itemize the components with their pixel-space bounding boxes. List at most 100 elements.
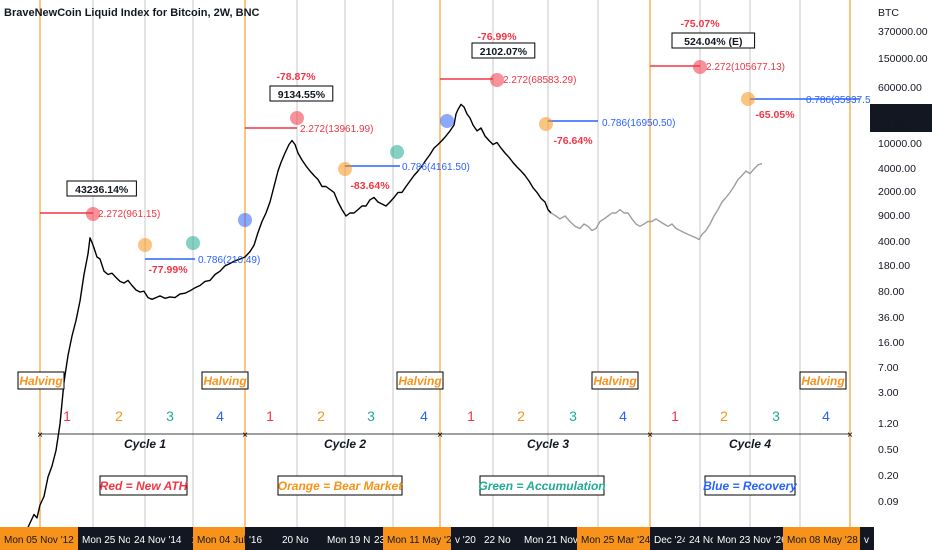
halving-badge <box>17 371 65 390</box>
legend-box <box>277 475 403 496</box>
y-tick-label: 900.00 <box>878 210 910 222</box>
phase-number: 2 <box>517 408 525 424</box>
phase-dot <box>490 73 504 87</box>
x-axis-label: 24 No <box>689 535 716 546</box>
y-tick-label: 60000.00 <box>878 82 922 94</box>
x-axis-label: Mon 25 Nov '13 <box>82 535 152 546</box>
fib-retrace-label: 0.786(210.49) <box>198 255 260 266</box>
y-axis: BTC 370000.00 150000.00 60000.00 10000.00 400… <box>870 0 932 527</box>
x-axis-label: Mon 25 Mar '24 <box>581 535 651 546</box>
x-axis-cell <box>323 527 370 550</box>
y-tick-label: 80.00 <box>878 286 904 298</box>
y-axis-unit: BTC <box>878 7 899 19</box>
phase-number: 1 <box>266 408 274 424</box>
cycle-label: Cycle 2 <box>324 437 366 451</box>
phase-number: 3 <box>569 408 577 424</box>
price-series <box>1 103 763 550</box>
x-axis-label: Mon 19 Nov <box>327 535 381 546</box>
phase-number: 1 <box>467 408 475 424</box>
x-axis-cell <box>860 527 874 550</box>
phase-dot <box>693 60 707 74</box>
price-line <box>1 103 552 550</box>
y-tick-label: 0.50 <box>878 444 899 456</box>
y-tick-label: 4000.00 <box>878 163 916 175</box>
phase-dot <box>390 145 404 159</box>
fib-extension-label: 2.272(961.15) <box>98 209 160 220</box>
phase-dot <box>290 111 304 125</box>
fib-retrace-label: 0.786(4161.50) <box>402 162 470 173</box>
x-axis-cell <box>577 527 650 550</box>
ath-gain-box <box>269 85 334 102</box>
y-tick-label: 2000.00 <box>878 186 916 198</box>
cycle-tick: × <box>647 430 653 441</box>
cycle-label: Cycle 3 <box>527 437 569 451</box>
x-axis-cell <box>685 527 713 550</box>
halving-badge <box>591 371 639 390</box>
x-axis-label: Mon 04 Jul '16 <box>197 535 262 546</box>
halving-label: Halving <box>19 374 63 388</box>
fib-extension-label: 2.272(13961.99) <box>300 124 373 135</box>
x-axis-cell <box>713 527 783 550</box>
legend-box <box>479 475 605 496</box>
x-axis-cell <box>451 527 480 550</box>
annotations: 43236.14% 9134.55% 2102.07% 524.04% (E) 2.27… <box>17 18 877 496</box>
x-axis-label: Dec '24 <box>654 535 688 546</box>
phase-number: 3 <box>772 408 780 424</box>
chart-title: BraveNewCoin Liquid Index for Bitcoin, 2… <box>4 7 260 19</box>
phase-number: 4 <box>619 408 627 424</box>
drawdown-label: -65.05% <box>755 109 795 121</box>
y-axis-panel <box>870 0 932 527</box>
legend-box <box>99 475 188 496</box>
x-axis-label: 24 Nov '14 <box>134 535 182 546</box>
legend-text: Orange = Bear Market <box>278 479 403 493</box>
phase-dot <box>138 238 152 252</box>
cycle-label: Cycle 1 <box>124 437 166 451</box>
x-axis-label: Mon 21 Nov '22 <box>524 535 594 546</box>
drawdown-label: -76.64% <box>553 135 593 147</box>
y-tick-label: 36.00 <box>878 312 904 324</box>
legend-text: Blue = Recovery <box>703 479 798 493</box>
x-axis-cell <box>130 527 188 550</box>
x-axis-label: 23 <box>374 535 386 546</box>
ath-gain-box <box>66 180 137 197</box>
cycle-bar: × × × × × Cycle 1 Cycle 2 Cycle 3 Cycle 4 <box>37 430 853 451</box>
x-axis-cell <box>480 527 520 550</box>
ath-gain-box <box>671 32 756 49</box>
y-tick-label: 0.20 <box>878 470 899 482</box>
fib-extension-label: 2.272(105677.13) <box>706 62 785 73</box>
fib-level-lines <box>40 65 860 260</box>
x-axis-label: v '20 <box>455 535 476 546</box>
fib-retrace-label: 0.786(16950.50) <box>602 118 675 129</box>
legend-text: Green = Accumulation <box>478 479 605 493</box>
phase-number: 1 <box>671 408 679 424</box>
y-tick-label: 3.00 <box>878 387 899 399</box>
x-axis-cell <box>278 527 323 550</box>
halving-label: Halving <box>801 374 845 388</box>
drawdown-label: -75.07% <box>680 18 720 30</box>
x-axis-label: 20 No <box>282 535 309 546</box>
phase-number: 2 <box>317 408 325 424</box>
current-price: 22919.82 <box>878 107 922 119</box>
halving-badge <box>396 371 444 390</box>
x-axis-label: Mon 11 May '20 <box>387 535 458 546</box>
y-tick-label: 370000.00 <box>878 26 928 38</box>
cycle-tick: × <box>847 430 853 441</box>
x-axis-label: Mon 08 May '28 <box>787 535 858 546</box>
y-tick-label: 7.00 <box>878 362 899 374</box>
phase-dot <box>186 236 200 250</box>
phase-number: 4 <box>822 408 830 424</box>
halving-badge <box>799 371 847 390</box>
cycle-tick: × <box>242 430 248 441</box>
phase-number: 3 <box>367 408 375 424</box>
ath-gain-label: 524.04% (E) <box>684 36 742 48</box>
phase-dot <box>741 92 755 106</box>
halving-label: Halving <box>203 374 247 388</box>
halving-label: Halving <box>593 374 637 388</box>
x-axis-cell <box>245 527 278 550</box>
cycle-label: Cycle 4 <box>729 437 771 451</box>
current-timer: 5d 16h <box>878 119 910 131</box>
halving-label: Halving <box>398 374 442 388</box>
y-tick-label: 1.20 <box>878 418 899 430</box>
phase-dot <box>440 114 454 128</box>
